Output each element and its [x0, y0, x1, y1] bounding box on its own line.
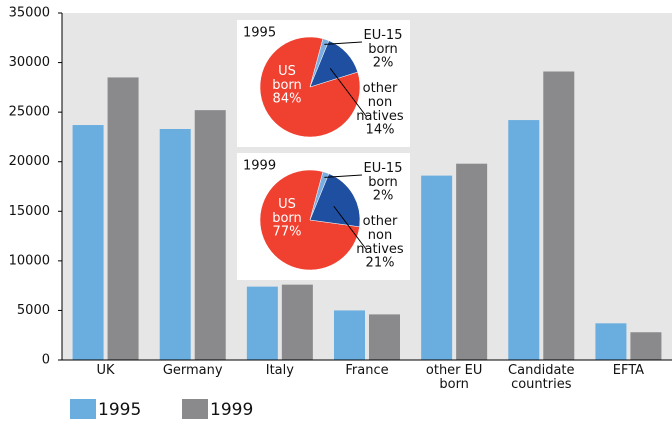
leader-line	[333, 205, 367, 250]
x-tick-label: Candidate countries	[508, 363, 574, 392]
value-label: 77%	[273, 225, 302, 240]
pie-slice	[309, 40, 359, 88]
y-tick-label: 25000	[9, 105, 50, 120]
bar	[508, 120, 540, 361]
leader-line	[329, 68, 367, 117]
y-tick-label: 35000	[9, 6, 50, 21]
pie-title: 1999	[243, 159, 276, 174]
y-tick-label: 5000	[17, 303, 50, 318]
y-tick-label: 15000	[9, 204, 50, 219]
pie-slice	[309, 173, 361, 228]
bar	[246, 286, 278, 360]
x-tick-label: UK	[97, 363, 116, 378]
value-label: 2%	[373, 189, 394, 204]
value-label: 2%	[373, 56, 394, 71]
slice-label: other non natives	[356, 214, 404, 257]
legend-swatch	[182, 399, 208, 419]
bar	[630, 332, 662, 360]
y-tick-label: 10000	[9, 253, 50, 268]
y-tick-label: 30000	[9, 55, 50, 70]
slice-label: US born	[272, 64, 302, 93]
legend-swatch	[70, 399, 96, 419]
legend-label: 1999	[210, 400, 253, 420]
bar	[456, 163, 488, 360]
bar	[421, 175, 453, 360]
x-tick-label: Germany	[163, 363, 223, 378]
slice-label: US born	[272, 197, 302, 226]
legend-label: 1995	[98, 400, 141, 420]
bar	[369, 314, 400, 360]
y-tick-label: 0	[42, 353, 50, 368]
bar	[159, 128, 191, 360]
y-tick-label: 20000	[9, 154, 50, 169]
bar	[72, 125, 104, 360]
bar	[194, 110, 226, 360]
value-label: 21%	[366, 256, 395, 271]
leader-line	[324, 174, 363, 178]
bar	[543, 71, 575, 360]
x-tick-label: EFTA	[613, 363, 644, 378]
x-tick-label: France	[345, 363, 388, 378]
value-label: 84%	[273, 92, 302, 107]
bar	[595, 323, 627, 360]
slice-label: other non natives	[356, 81, 404, 124]
leader-line	[324, 41, 363, 45]
bar	[281, 284, 313, 360]
slice-label: EU-15 born	[364, 161, 403, 190]
bar	[334, 310, 365, 360]
slice-label: EU-15 born	[364, 28, 403, 57]
bar	[107, 77, 139, 360]
x-tick-label: Italy	[266, 363, 295, 378]
x-tick-label: other EU born	[426, 363, 483, 392]
pie-title: 1995	[243, 26, 276, 41]
value-label: 14%	[366, 123, 395, 138]
